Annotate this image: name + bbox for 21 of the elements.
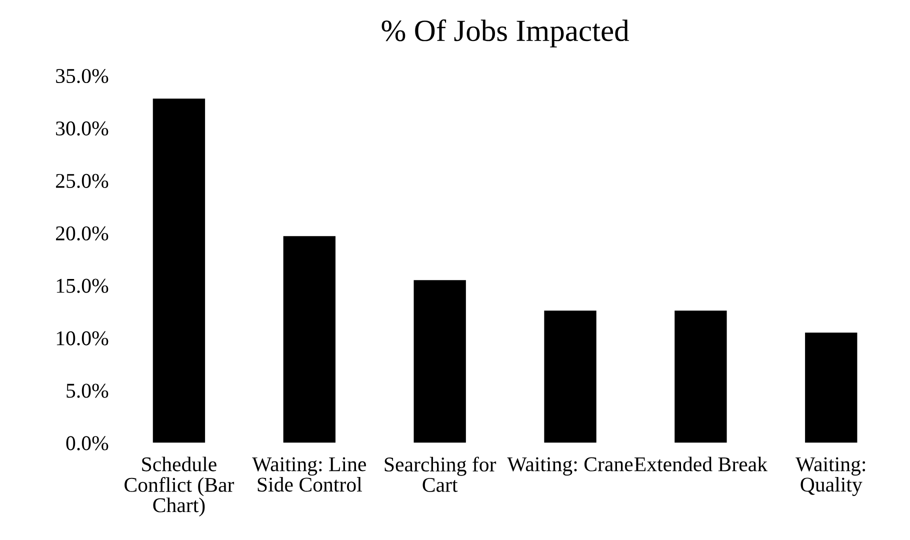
chart-title: % Of Jobs Impacted [382,19,629,48]
bar [544,310,596,443]
y-tick-label: 30.0% [56,121,108,136]
bar [674,310,727,443]
y-tick-label: 0.0% [66,436,108,450]
bar [283,236,336,443]
x-tick-label: Waiting: Crane [507,457,633,476]
bar [414,280,466,443]
y-tick-label: 25.0% [56,174,108,188]
y-tick-label: 15.0% [56,278,108,293]
y-tick-label: 20.0% [56,226,108,240]
x-tick-label: Searching for Cart [384,456,496,492]
y-tick-label: 35.0% [56,68,108,84]
y-tick-label: 5.0% [66,384,108,398]
bar [152,98,206,443]
x-tick-label: Extended Break [634,456,768,472]
y-tick-label: 10.0% [56,331,108,346]
bar [805,332,858,443]
x-tick-label: Schedule Conflict (Bar Chart) [124,456,234,516]
x-tick-label: Waiting: Quality [796,457,866,496]
x-tick-label: Waiting: Line Side Control [252,457,366,492]
